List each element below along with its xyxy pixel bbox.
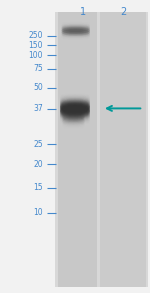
Ellipse shape	[60, 101, 90, 105]
Text: 20: 20	[33, 160, 43, 168]
Ellipse shape	[60, 100, 90, 104]
Ellipse shape	[61, 35, 90, 38]
Ellipse shape	[62, 116, 85, 120]
Ellipse shape	[60, 97, 90, 101]
Ellipse shape	[62, 119, 85, 122]
Ellipse shape	[60, 109, 90, 113]
Ellipse shape	[60, 107, 90, 111]
Ellipse shape	[60, 111, 90, 115]
Text: 2: 2	[120, 7, 126, 17]
Text: 37: 37	[33, 105, 43, 113]
Ellipse shape	[60, 103, 90, 107]
Ellipse shape	[62, 111, 85, 115]
Text: 25: 25	[33, 140, 43, 149]
Ellipse shape	[61, 29, 90, 31]
Ellipse shape	[62, 122, 85, 126]
Ellipse shape	[62, 120, 85, 123]
Ellipse shape	[60, 104, 90, 108]
Ellipse shape	[60, 110, 90, 114]
Text: 150: 150	[28, 41, 43, 50]
Ellipse shape	[60, 117, 90, 121]
Ellipse shape	[61, 25, 90, 28]
Ellipse shape	[61, 32, 90, 35]
Ellipse shape	[60, 100, 90, 103]
Bar	[55, 12, 148, 287]
Ellipse shape	[60, 112, 90, 116]
Ellipse shape	[61, 25, 90, 27]
Ellipse shape	[62, 117, 85, 121]
Ellipse shape	[60, 99, 90, 103]
Ellipse shape	[62, 113, 85, 116]
Ellipse shape	[60, 108, 90, 112]
Ellipse shape	[62, 121, 85, 125]
Ellipse shape	[61, 32, 90, 34]
Ellipse shape	[61, 27, 90, 29]
Ellipse shape	[61, 30, 90, 32]
Ellipse shape	[60, 113, 90, 117]
Ellipse shape	[61, 34, 90, 37]
Ellipse shape	[61, 26, 90, 28]
Ellipse shape	[61, 28, 90, 30]
Text: 1: 1	[80, 7, 86, 17]
Ellipse shape	[62, 115, 85, 118]
Ellipse shape	[60, 115, 90, 119]
Text: 250: 250	[28, 31, 43, 40]
Text: 10: 10	[33, 208, 43, 217]
Ellipse shape	[60, 106, 90, 110]
Ellipse shape	[62, 110, 85, 113]
Ellipse shape	[60, 105, 90, 109]
Ellipse shape	[60, 116, 90, 120]
Bar	[100, 12, 146, 287]
Ellipse shape	[61, 30, 90, 33]
Ellipse shape	[61, 33, 90, 35]
Ellipse shape	[61, 34, 90, 36]
Text: 50: 50	[33, 84, 43, 92]
Ellipse shape	[62, 114, 85, 117]
Ellipse shape	[60, 115, 90, 118]
Text: 100: 100	[28, 51, 43, 59]
Bar	[58, 12, 97, 287]
Ellipse shape	[61, 28, 90, 30]
Ellipse shape	[60, 105, 90, 108]
Ellipse shape	[62, 109, 85, 112]
Text: 15: 15	[33, 183, 43, 192]
Ellipse shape	[60, 110, 90, 113]
Ellipse shape	[60, 114, 90, 117]
Ellipse shape	[61, 24, 90, 26]
Ellipse shape	[61, 31, 90, 33]
Ellipse shape	[60, 98, 90, 102]
Ellipse shape	[60, 102, 90, 106]
Text: 75: 75	[33, 64, 43, 73]
